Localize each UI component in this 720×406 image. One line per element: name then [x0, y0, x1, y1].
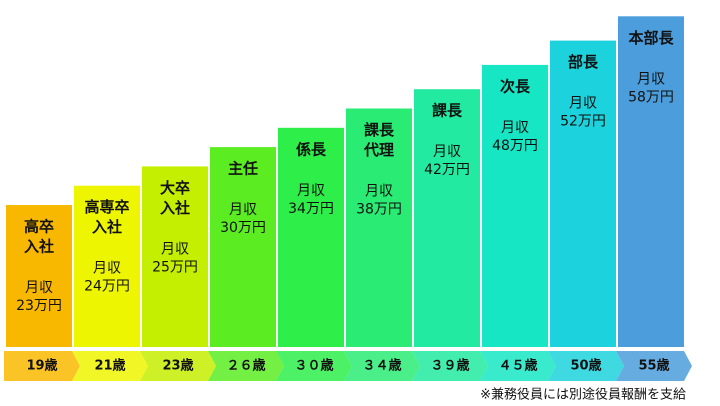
pay-label: 月収 — [365, 184, 393, 200]
step-title: 高卒 — [24, 218, 54, 236]
pay: 30万円 — [220, 220, 266, 236]
step-title: 入社 — [24, 238, 54, 256]
age-arrow — [208, 351, 284, 381]
pay: 34万円 — [288, 201, 334, 217]
age-arrow — [548, 351, 624, 381]
step-bar — [550, 40, 616, 347]
age-arrow — [72, 351, 148, 381]
pay-label: 月収 — [433, 144, 461, 160]
age-arrow — [140, 351, 216, 381]
pay: 38万円 — [356, 202, 402, 218]
age: ３４歳 — [362, 358, 401, 374]
step-title: 大卒 — [160, 179, 190, 197]
pay-label: 月収 — [93, 261, 121, 277]
age-arrow — [276, 351, 352, 381]
age: 21歳 — [94, 358, 125, 374]
age: 23歳 — [162, 358, 193, 374]
age: 55歳 — [638, 358, 669, 374]
age-arrow — [344, 351, 420, 381]
age-arrow — [4, 351, 80, 381]
pay-label: 月収 — [25, 280, 53, 296]
step-bar — [6, 205, 72, 347]
pay: 24万円 — [84, 279, 130, 295]
step-bar — [618, 16, 684, 348]
step-bar — [414, 89, 480, 347]
pay: 25万円 — [152, 259, 198, 275]
age: ３９歳 — [430, 358, 469, 374]
step-title: 課長 — [364, 121, 395, 139]
step-bar — [74, 185, 140, 347]
step-title: 本部長 — [628, 29, 674, 47]
step-title: 主任 — [228, 160, 258, 178]
age-arrow — [480, 351, 556, 381]
age: 19歳 — [26, 358, 57, 374]
pay-label: 月収 — [637, 71, 665, 87]
step-title: 入社 — [160, 199, 190, 217]
step-title: 部長 — [568, 53, 599, 71]
footnote: ※兼務役員には別途役員報酬を支給 — [480, 387, 686, 403]
step-bar — [210, 147, 276, 347]
step-bar — [142, 166, 208, 347]
step-title: 課長 — [432, 102, 463, 120]
step-title: 代理 — [363, 141, 394, 159]
pay-label: 月収 — [229, 202, 257, 218]
age-arrow — [616, 351, 692, 381]
pay: 52万円 — [560, 114, 606, 130]
step-title: 次長 — [500, 77, 531, 95]
age: ２６歳 — [226, 358, 265, 374]
age-arrow — [412, 351, 488, 381]
pay-label: 月収 — [569, 96, 597, 112]
pay-label: 月収 — [161, 241, 189, 257]
step-bar — [278, 127, 344, 347]
pay: 23万円 — [16, 298, 62, 314]
step-title: 係長 — [296, 140, 327, 158]
age: ３０歳 — [294, 358, 333, 374]
pay: 58万円 — [628, 89, 674, 105]
step-title: 入社 — [92, 218, 122, 236]
age: ４５歳 — [498, 358, 537, 374]
pay-label: 月収 — [297, 183, 325, 199]
step-bar — [482, 64, 548, 348]
pay-label: 月収 — [501, 120, 529, 136]
pay: 42万円 — [424, 162, 470, 178]
pay: 48万円 — [492, 138, 538, 154]
step-bar — [346, 108, 412, 347]
age: 50歳 — [570, 358, 601, 374]
step-title: 高専卒 — [84, 198, 129, 216]
